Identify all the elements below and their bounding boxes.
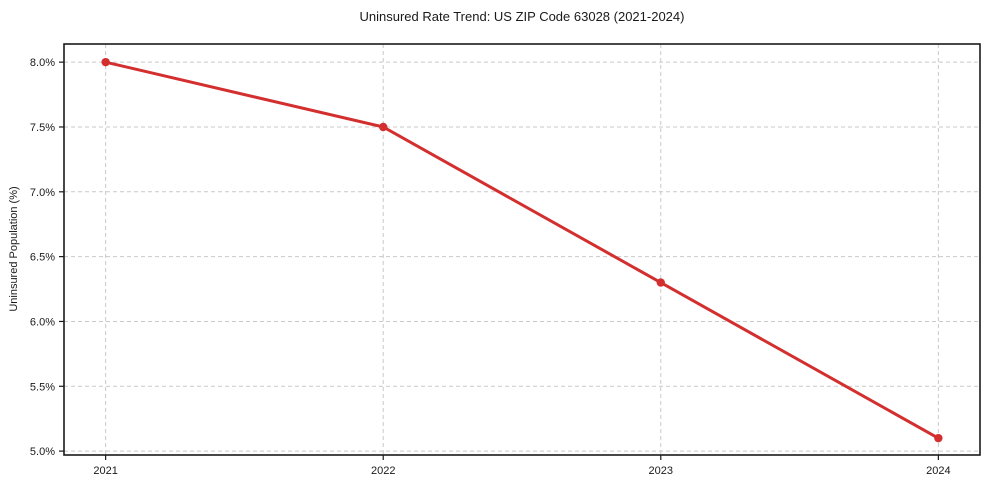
- y-tick-label: 7.5%: [30, 122, 55, 134]
- x-tick-label: 2024: [926, 465, 950, 477]
- data-point-2023: [656, 278, 665, 287]
- trend-line: [104, 60, 940, 440]
- chart-title: Uninsured Rate Trend: US ZIP Code 63028 …: [359, 9, 685, 24]
- data-point-2022: [379, 122, 388, 132]
- y-tick-label: 7.0%: [30, 187, 55, 199]
- x-tick-label: 2023: [649, 465, 673, 477]
- data-point-2024: [934, 433, 943, 443]
- data-point-2021: [101, 57, 110, 67]
- y-tick-label: 6.0%: [30, 316, 55, 328]
- y-tick-label: 5.0%: [30, 446, 55, 458]
- x-tick-label: 2022: [371, 465, 395, 477]
- plot-border: [63, 43, 981, 456]
- y-tick-label: 8.0%: [30, 57, 55, 69]
- x-tick-label: 2021: [93, 465, 117, 477]
- y-tick-label: 6.5%: [30, 252, 55, 264]
- y-tick-label: 5.5%: [30, 381, 55, 393]
